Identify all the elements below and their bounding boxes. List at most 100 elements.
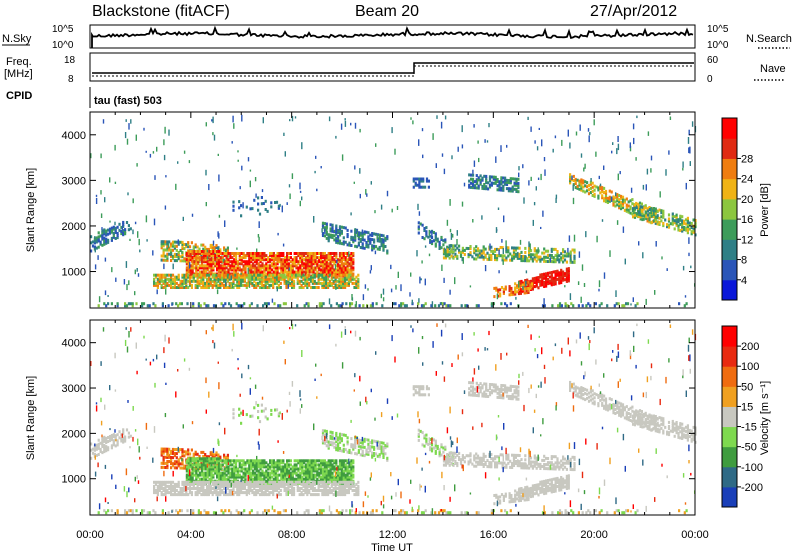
power-cell	[662, 224, 665, 228]
power-noise	[191, 213, 194, 217]
velocity-cell	[323, 465, 326, 469]
velocity-cell	[207, 493, 210, 497]
power-cell	[185, 252, 188, 255]
power-cell	[276, 254, 279, 258]
power-cell	[485, 177, 488, 180]
power-cell	[317, 273, 320, 277]
velocity-cell	[238, 459, 241, 463]
power-cell	[219, 266, 222, 270]
velocity-cell	[225, 461, 228, 465]
velocity-cell	[229, 471, 232, 475]
power-noise	[540, 173, 542, 181]
power-cell	[359, 233, 362, 237]
power-cell	[488, 253, 491, 257]
power-cell	[204, 254, 207, 258]
velocity-cell	[303, 461, 306, 465]
power-cell	[299, 258, 302, 262]
power-cell	[352, 260, 355, 264]
power-noise	[682, 167, 684, 171]
power-cell	[173, 275, 176, 279]
power-cell	[248, 304, 251, 308]
power-noise	[237, 150, 239, 153]
velocity-cell	[329, 467, 332, 471]
velocity-cell	[187, 465, 190, 469]
power-cell	[514, 248, 517, 252]
power-cell	[255, 273, 258, 277]
power-cell	[238, 286, 241, 289]
power-cell	[378, 245, 381, 249]
velocity-cell	[171, 489, 175, 492]
power-cell	[637, 204, 640, 208]
velocity-cell	[183, 493, 186, 497]
velocity-cell	[321, 477, 325, 481]
velocity-cell	[316, 481, 319, 485]
power-cell	[105, 229, 108, 233]
power-cell	[321, 281, 324, 285]
power-noise	[146, 239, 148, 242]
velocity-cell	[265, 471, 268, 475]
power-cell	[229, 252, 232, 255]
velocity-cell	[122, 436, 125, 440]
power-cell	[247, 279, 250, 283]
power-cell	[479, 180, 482, 184]
power-cell	[681, 225, 684, 229]
power-cell	[528, 251, 531, 255]
power-noise	[301, 142, 303, 150]
velocity-cell	[105, 445, 108, 449]
velocity-cell	[187, 463, 190, 467]
power-cell	[238, 252, 241, 255]
power-cell	[160, 254, 163, 258]
power-cell	[638, 207, 642, 211]
velocity-cell	[299, 467, 302, 471]
power-cell	[537, 257, 540, 261]
velocity-cell	[202, 463, 205, 467]
velocity-cell	[252, 479, 255, 483]
power-cell	[320, 302, 323, 306]
power-cell	[502, 176, 505, 180]
velocity-cell	[217, 471, 221, 475]
power-noise	[126, 284, 128, 291]
velocity-cell	[327, 471, 330, 475]
power-cell	[678, 302, 681, 306]
power-cell	[221, 283, 224, 287]
power-cell	[243, 283, 246, 287]
power-cell	[318, 252, 321, 255]
velocity-cell	[185, 461, 188, 465]
velocity-cell	[110, 444, 113, 448]
velocity-cell	[206, 455, 209, 459]
power-cell	[485, 179, 488, 182]
power-cell	[265, 254, 268, 258]
power-noise	[391, 208, 393, 213]
power-cell	[209, 283, 212, 287]
power-cell	[199, 258, 202, 262]
power-cell	[572, 304, 575, 308]
power-cell	[340, 268, 343, 272]
power-cell	[175, 244, 178, 248]
power-cell	[528, 259, 531, 263]
power-noise	[463, 182, 466, 187]
power-cell	[277, 275, 280, 279]
power-noise	[350, 212, 352, 216]
power-cell	[202, 277, 205, 281]
velocity-cell	[204, 459, 207, 463]
velocity-cell	[199, 465, 202, 469]
power-cell	[253, 254, 257, 258]
power-cell	[671, 214, 674, 218]
power-cell	[677, 224, 680, 228]
nsky-panel	[89, 24, 696, 49]
power-cell	[510, 289, 513, 292]
power-noise	[669, 116, 672, 120]
power-cell	[690, 232, 693, 236]
power-cell	[191, 272, 194, 276]
velocity-cell	[105, 447, 108, 451]
power-cell	[168, 252, 171, 256]
power-cell	[246, 260, 249, 264]
power-cell	[327, 258, 330, 262]
freq-panel	[89, 52, 696, 82]
velocity-cell	[208, 471, 211, 475]
velocity-cell	[295, 459, 298, 463]
power-cell	[604, 198, 608, 202]
power-cell	[446, 250, 449, 254]
power-cell	[110, 238, 113, 242]
velocity-cell	[314, 459, 317, 463]
